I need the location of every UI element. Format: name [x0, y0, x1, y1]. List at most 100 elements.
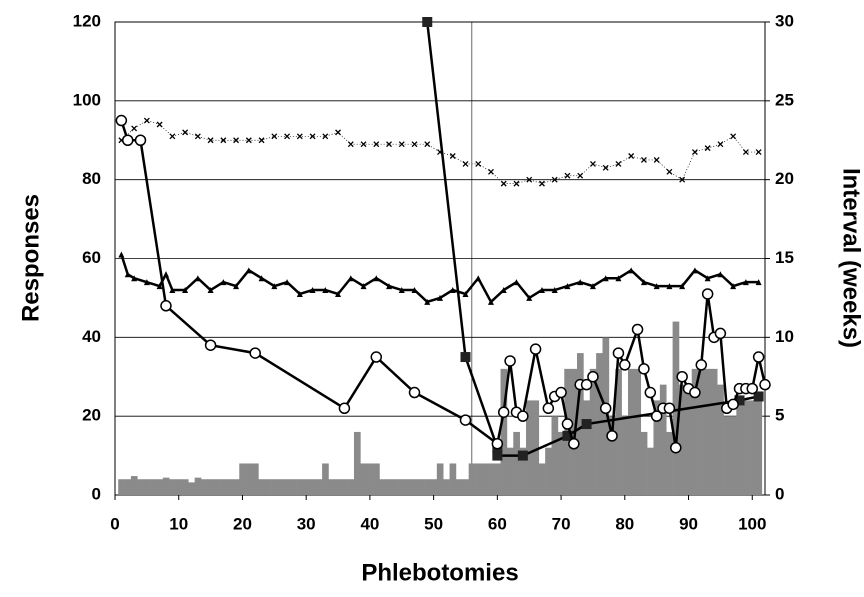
x-tick-label: 20 [233, 514, 252, 533]
x-marker [258, 137, 265, 144]
circle-marker [580, 378, 593, 391]
y-tick-label: 20 [82, 406, 101, 425]
circle-marker [663, 402, 676, 415]
circle-marker [612, 347, 625, 359]
triangle-marker [424, 298, 431, 305]
square-marker [753, 391, 764, 402]
bar [608, 416, 616, 495]
triangle-marker [589, 283, 596, 290]
triangle-marker [462, 290, 469, 297]
bar [583, 400, 591, 495]
bar [481, 463, 489, 495]
bar [143, 479, 151, 495]
triangle-marker [564, 283, 571, 290]
bar [315, 479, 323, 495]
bar [475, 463, 482, 495]
bar [615, 368, 622, 495]
x-marker [207, 137, 214, 144]
circle-marker [517, 410, 529, 422]
circle-marker [689, 386, 701, 399]
triangle-marker [755, 279, 762, 286]
circle-marker [542, 402, 555, 415]
bar [577, 353, 584, 495]
triangle-marker [182, 287, 189, 294]
square-marker [422, 17, 433, 27]
x-marker [322, 133, 329, 140]
y2-tick-label: 30 [775, 11, 794, 30]
bar [379, 479, 387, 495]
circle-marker [160, 300, 172, 312]
bar [506, 447, 514, 495]
bar [691, 368, 699, 495]
bar [468, 463, 476, 495]
x-tick-label: 70 [552, 514, 571, 533]
triangle-marker [386, 283, 393, 290]
x-marker [411, 141, 418, 148]
circle-marker [587, 371, 599, 383]
bar [672, 321, 680, 495]
bar [245, 463, 253, 495]
y2-tick-label: 10 [775, 327, 794, 346]
bar [366, 463, 374, 495]
bar [290, 479, 297, 495]
x-marker [589, 160, 596, 167]
x-marker [742, 149, 749, 156]
bar [213, 479, 221, 495]
x-marker [462, 160, 469, 167]
triangle-marker [156, 283, 163, 290]
x-marker [666, 168, 673, 175]
triangle-marker [220, 279, 227, 286]
bar [392, 479, 399, 495]
bar [602, 337, 610, 495]
triangle-marker [284, 279, 291, 286]
circle-marker [714, 327, 727, 340]
bar [239, 463, 246, 495]
x-marker [488, 168, 494, 175]
x-marker [704, 145, 711, 152]
square-marker [562, 430, 573, 441]
y2-tick-label: 20 [775, 169, 794, 188]
x-marker [284, 133, 291, 140]
bar [334, 479, 342, 495]
circle-marker [676, 371, 688, 383]
x-marker [220, 137, 227, 144]
triangle-marker [538, 287, 545, 294]
x-marker [143, 117, 150, 124]
bar [729, 416, 737, 495]
x-tick-label: 30 [297, 514, 316, 533]
x-tick-label: 90 [679, 514, 698, 533]
bar [538, 463, 546, 495]
x-marker [271, 133, 278, 140]
circle-marker [370, 351, 383, 363]
bar [258, 479, 266, 495]
triangle-marker [602, 275, 609, 282]
x-marker [755, 149, 762, 156]
circle-marker [338, 402, 351, 415]
triangle-marker [742, 279, 749, 286]
triangle-marker [124, 271, 131, 278]
circle-marker [497, 406, 510, 418]
bar [220, 479, 227, 495]
triangle-marker [309, 287, 316, 294]
triangle-marker [233, 283, 240, 290]
bar [723, 416, 731, 495]
x-marker [360, 141, 367, 148]
x-axis-title: Phlebotomies [361, 559, 518, 586]
line [121, 120, 759, 184]
triangle-marker [475, 275, 482, 282]
triangle-marker [653, 283, 660, 290]
square-marker [734, 395, 745, 406]
x-marker [500, 180, 507, 187]
triangle-marker [347, 275, 354, 282]
x-marker [131, 125, 138, 132]
y2-axis-title: Interval (weeks) [838, 168, 864, 348]
bar [736, 400, 743, 495]
bar [296, 479, 304, 495]
circle-marker [727, 398, 739, 411]
bar [156, 479, 164, 495]
triangle-marker [143, 279, 150, 286]
y-tick-label: 40 [82, 327, 101, 346]
x-tick-label: 40 [360, 514, 379, 533]
triangle-marker [628, 267, 635, 274]
circle-marker [650, 410, 663, 422]
